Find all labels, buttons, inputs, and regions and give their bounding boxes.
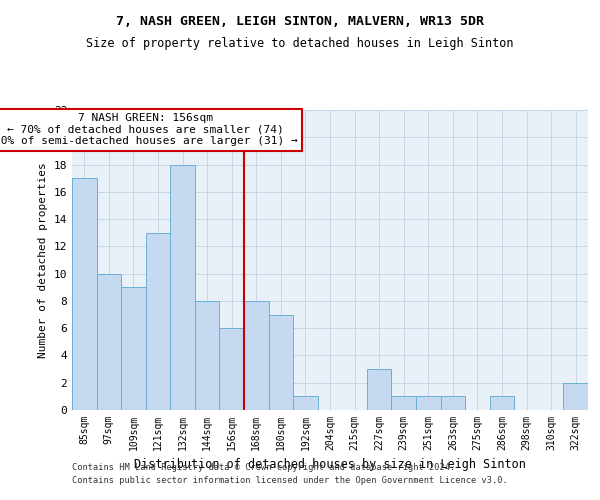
Bar <box>490 396 514 410</box>
Bar <box>563 382 588 410</box>
Bar <box>293 396 318 410</box>
Bar <box>72 178 97 410</box>
Bar <box>121 288 146 410</box>
Bar <box>170 164 195 410</box>
Text: Contains HM Land Registry data © Crown copyright and database right 2024.: Contains HM Land Registry data © Crown c… <box>72 462 455 471</box>
Bar <box>244 301 269 410</box>
Bar <box>97 274 121 410</box>
Bar <box>146 232 170 410</box>
Y-axis label: Number of detached properties: Number of detached properties <box>38 162 48 358</box>
Bar <box>440 396 465 410</box>
Bar <box>391 396 416 410</box>
X-axis label: Distribution of detached houses by size in Leigh Sinton: Distribution of detached houses by size … <box>134 458 526 471</box>
Text: 7 NASH GREEN: 156sqm
← 70% of detached houses are smaller (74)
30% of semi-detac: 7 NASH GREEN: 156sqm ← 70% of detached h… <box>0 113 298 146</box>
Text: Size of property relative to detached houses in Leigh Sinton: Size of property relative to detached ho… <box>86 38 514 51</box>
Bar <box>367 369 391 410</box>
Bar <box>416 396 440 410</box>
Bar <box>195 301 220 410</box>
Text: 7, NASH GREEN, LEIGH SINTON, MALVERN, WR13 5DR: 7, NASH GREEN, LEIGH SINTON, MALVERN, WR… <box>116 15 484 28</box>
Bar <box>269 314 293 410</box>
Bar <box>220 328 244 410</box>
Text: Contains public sector information licensed under the Open Government Licence v3: Contains public sector information licen… <box>72 476 508 485</box>
